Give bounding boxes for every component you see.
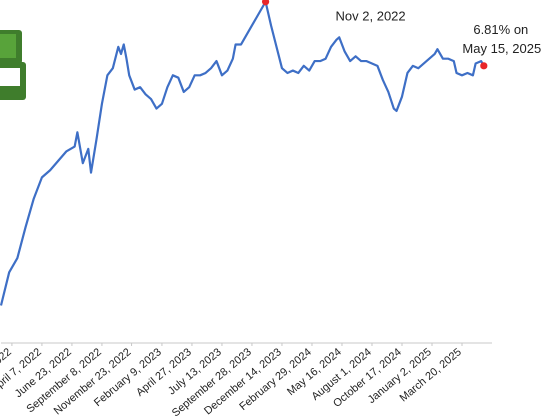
annotation: May 15, 2025: [462, 41, 541, 56]
rate-line: [0, 0, 485, 306]
logo-inner: [0, 34, 16, 58]
highlight-marker: [261, 0, 270, 6]
annotation: 6.81% on: [473, 22, 528, 37]
logo-band: [0, 68, 20, 86]
annotation: Nov 2, 2022: [336, 9, 406, 24]
highlight-marker: [480, 62, 488, 70]
logo: [0, 30, 26, 100]
